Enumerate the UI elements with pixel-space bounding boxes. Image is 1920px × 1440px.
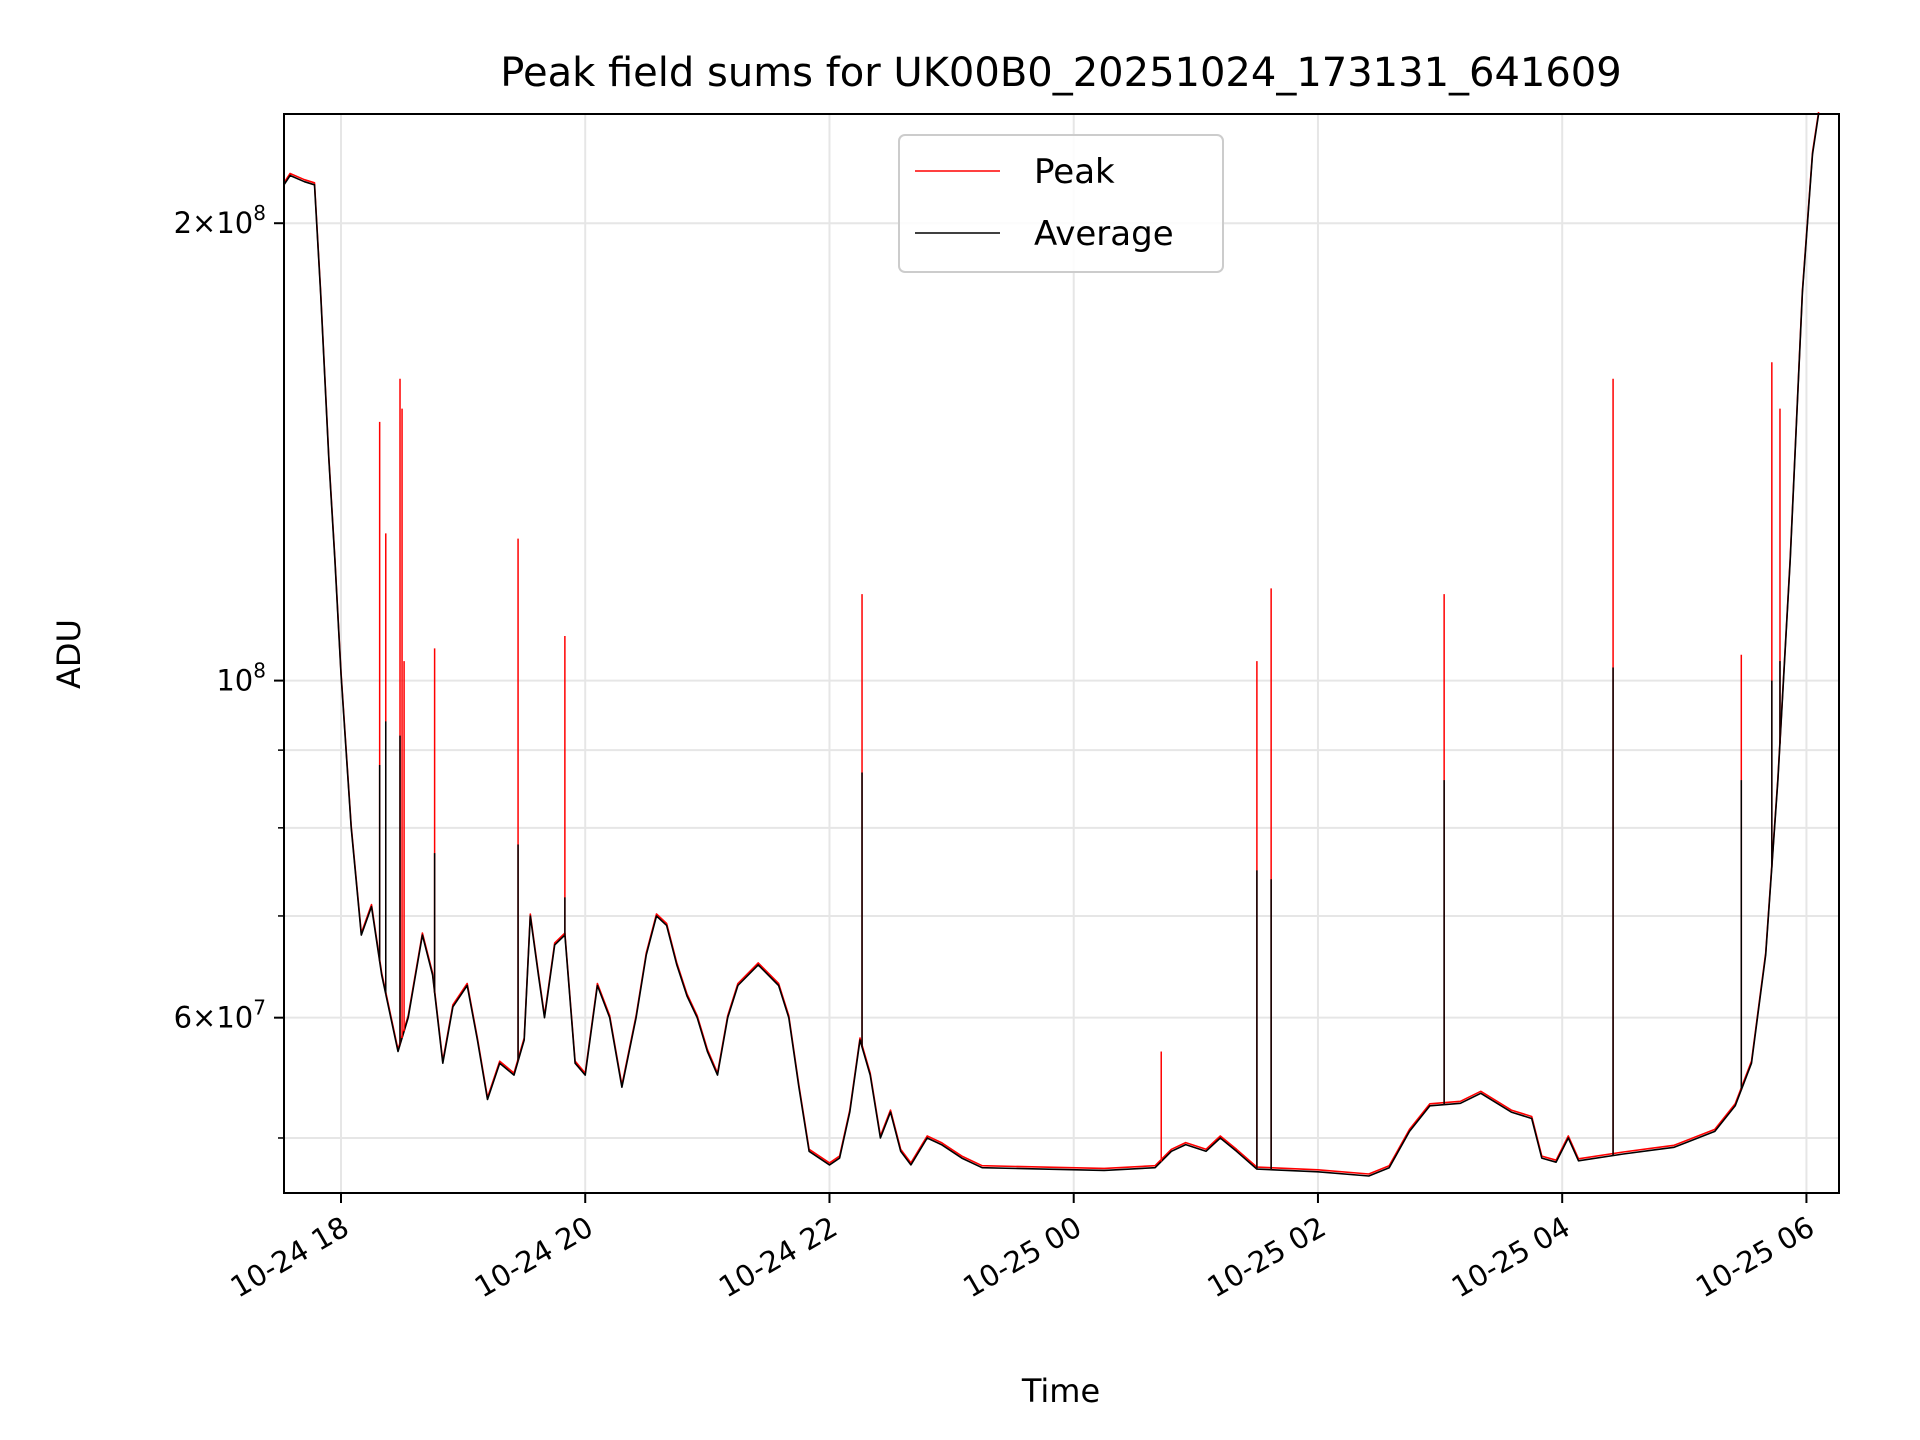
average-series-line [283, 113, 1820, 1177]
y-tick-label: 6×107 [174, 996, 266, 1035]
y-tick-base: 10 [216, 664, 253, 698]
chart-title: Peak field sums for UK00B0_20251024_1731… [500, 50, 1621, 96]
y-tick-label: 2×108 [174, 201, 266, 240]
legend-box [898, 134, 1224, 273]
data-traces [283, 111, 1820, 1177]
legend-peak-label: Peak [1034, 152, 1115, 192]
y-axis-label: ADU [50, 619, 88, 689]
y-tick-base: 10 [216, 206, 253, 240]
plot-area [284, 114, 1839, 1193]
legend: Peak Average [898, 134, 1224, 273]
y-tick-base: 10 [216, 1001, 253, 1035]
legend-average-label: Average [1034, 214, 1174, 254]
y-tick-exponent: 7 [253, 996, 266, 1020]
y-tick-label: 108 [216, 659, 266, 698]
y-tick-mantissa: 2× [174, 206, 217, 240]
y-tick-exponent: 8 [253, 201, 266, 225]
x-axis-label: Time [1021, 1372, 1100, 1410]
y-tick-exponent: 8 [253, 659, 266, 683]
y-tick-mantissa: 6× [174, 1001, 217, 1035]
plot-frame [283, 113, 1840, 1194]
